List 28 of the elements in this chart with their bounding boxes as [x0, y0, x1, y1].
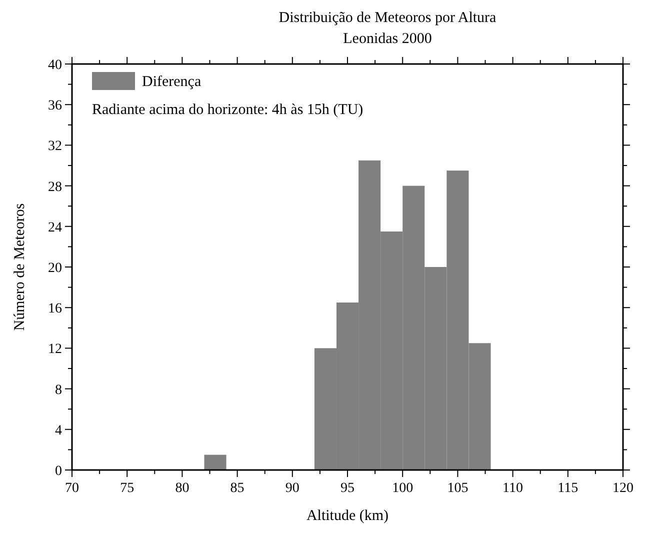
- y-tick-label: 24: [48, 220, 62, 236]
- x-tick-label: 85: [230, 481, 244, 496]
- y-tick-label: 12: [48, 342, 62, 358]
- y-tick-label: 8: [55, 382, 62, 398]
- x-tick-label: 100: [392, 481, 414, 496]
- x-tick-label: 105: [447, 481, 468, 496]
- y-tick-label: 40: [48, 58, 62, 73]
- legend-label: Diferença: [142, 74, 202, 90]
- x-tick-label: 70: [65, 481, 79, 496]
- x-tick-label: 120: [612, 481, 634, 496]
- x-axis-title: Altitude (km): [306, 508, 389, 524]
- y-tick-label: 20: [48, 261, 62, 276]
- x-tick-label: 115: [558, 481, 578, 496]
- x-tick-label: 110: [502, 481, 524, 496]
- annotation: Radiante acima do horizonte: 4h às 15h (TU): [92, 102, 364, 118]
- chart-title: Distribuição de Meteoros por Altura: [278, 10, 497, 26]
- y-tick-label: 36: [48, 98, 62, 114]
- y-tick-label: 0: [55, 464, 62, 479]
- x-tick-label: 90: [285, 481, 300, 496]
- x-tick-label: 95: [340, 481, 354, 496]
- x-tick-label: 75: [120, 481, 134, 496]
- x-tick-label: 80: [175, 481, 190, 496]
- y-tick-label: 16: [48, 302, 62, 317]
- y-tick-label: 4: [55, 423, 62, 438]
- y-tick-label: 28: [48, 180, 62, 195]
- y-axis-title: Número de Meteoros: [12, 203, 28, 331]
- y-tick-label: 32: [48, 139, 62, 154]
- chart-subtitle: Leonidas 2000: [343, 31, 432, 47]
